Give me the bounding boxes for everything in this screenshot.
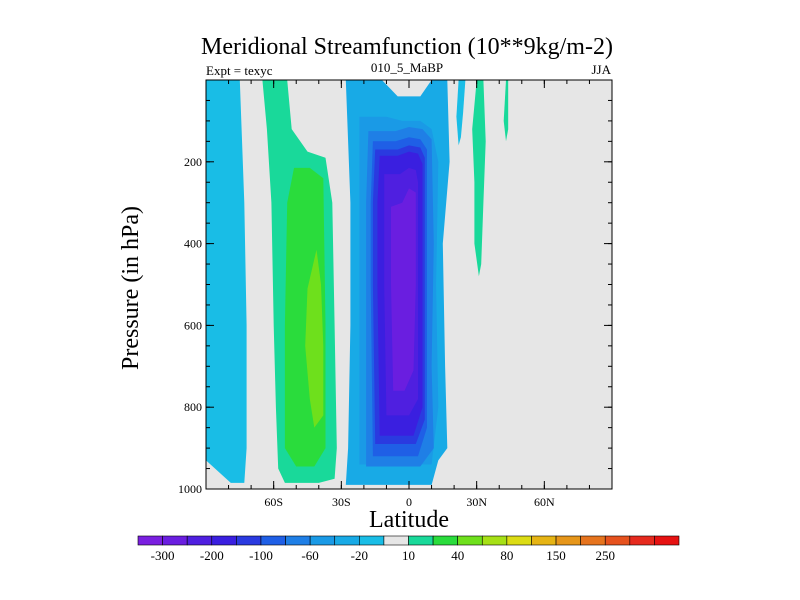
colorbar-cell — [285, 535, 311, 546]
colorbar-cell — [162, 535, 188, 546]
colorbar-cell — [555, 535, 581, 546]
colorbar-label: 150 — [546, 548, 566, 563]
subtitle-left: Expt = texyc — [206, 63, 273, 78]
contour-main-cell-250 — [391, 188, 416, 391]
colorbar-cell — [604, 535, 631, 546]
colorbar-cell — [506, 535, 532, 546]
x-tick-label: 30S — [332, 495, 351, 509]
y-axis-label: Pressure (in hPa) — [118, 206, 144, 370]
colorbar-label: 80 — [500, 548, 513, 563]
plot-area: 60S 30S 0 30N 60N 200 400 600 800 1000 — [178, 79, 613, 509]
x-axis-label: Latitude — [369, 507, 449, 533]
chart-title: Meridional Streamfunction (10**9kg/m-2) — [201, 34, 613, 60]
colorbar-cell — [260, 535, 286, 546]
x-tick-label: 60N — [534, 495, 555, 509]
y-tick-label: 600 — [184, 318, 202, 332]
y-tick-label: 800 — [184, 400, 202, 414]
contour-south-yellowgreen-core — [305, 249, 324, 428]
colorbar-label: -60 — [301, 548, 318, 563]
colorbar-cell — [211, 535, 237, 546]
colorbar-cell — [654, 535, 680, 546]
colorbar-cell — [629, 535, 655, 546]
colorbar-cell — [236, 535, 262, 546]
y-tick-label: 400 — [184, 237, 202, 251]
colorbar-cell — [432, 535, 458, 546]
colorbar-cell — [309, 535, 336, 546]
colorbar-cell — [481, 535, 508, 546]
colorbar-cell — [457, 535, 483, 546]
colorbar-label: -200 — [200, 548, 224, 563]
subtitle-center: 010_5_MaBP — [371, 60, 443, 75]
colorbar-cell — [359, 535, 385, 546]
colorbar-label: 250 — [595, 548, 615, 563]
colorbar-cell — [408, 535, 434, 546]
colorbar-label: 40 — [451, 548, 464, 563]
y-tick-label: 1000 — [178, 482, 202, 496]
colorbar-cell — [137, 535, 163, 546]
colorbar-label: 10 — [402, 548, 415, 563]
y-tick-label: 200 — [184, 155, 202, 169]
colorbar-cell — [531, 535, 557, 546]
colorbar: -300 -200 -100 -60 -20 10 40 80 150 250 — [137, 535, 680, 563]
colorbar-label: -20 — [351, 548, 368, 563]
contour-west-blue-band — [206, 80, 247, 483]
colorbar-cell — [383, 535, 409, 546]
colorbar-cell — [186, 535, 213, 546]
subtitle-right: JJA — [591, 62, 611, 77]
contour-north-blue-strip — [456, 80, 466, 146]
contour-north-green-strip-b — [503, 80, 509, 142]
contour-north-green-strip-a — [472, 80, 486, 277]
colorbar-cell — [580, 535, 606, 546]
colorbar-label: -100 — [249, 548, 273, 563]
x-tick-label: 30N — [466, 495, 487, 509]
colorbar-cell — [334, 535, 360, 546]
x-tick-label: 60S — [264, 495, 283, 509]
x-tick-label: 0 — [406, 495, 412, 509]
colorbar-label: -300 — [151, 548, 175, 563]
